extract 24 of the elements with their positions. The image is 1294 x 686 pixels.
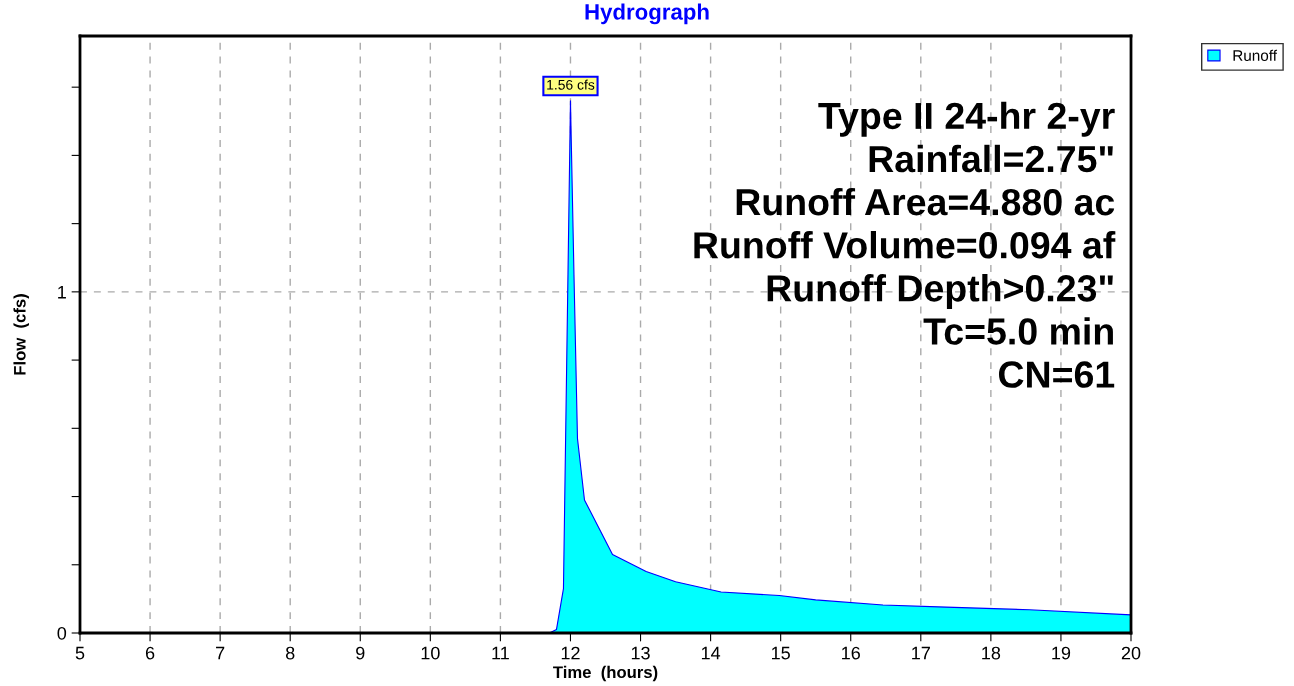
x-tick-label: 20 <box>1121 646 1141 660</box>
x-tick-label: 8 <box>285 646 295 660</box>
x-tick-label: 7 <box>216 646 225 660</box>
y-tick-label: 0 <box>57 626 67 640</box>
x-tick-label: 5 <box>75 646 85 660</box>
x-tick-label: 9 <box>356 646 365 660</box>
y-axis-title: Flow (cfs) <box>13 294 29 375</box>
x-tick-label: 12 <box>561 646 580 660</box>
x-tick-label: 15 <box>772 646 790 660</box>
x-axis-title: Time (hours) <box>553 665 658 682</box>
x-tick-label: 14 <box>701 646 721 660</box>
x-tick-label: 19 <box>1052 646 1071 660</box>
x-tick-label: 10 <box>421 646 440 660</box>
x-tick-label: 11 <box>492 646 509 660</box>
chart-title: Hydrograph <box>585 3 709 25</box>
x-tick-label: 16 <box>842 646 860 660</box>
x-tick-label: 6 <box>145 646 155 660</box>
x-tick-label: 17 <box>912 646 930 660</box>
y-tick-label: 1 <box>58 285 66 299</box>
legend-label: Runoff <box>1233 49 1278 61</box>
annotation: 1.56 cfs <box>547 79 595 90</box>
annotation: Type II 24-hr 2-yr Rainfall=2.75" Runoff Area=4.880 ac Runoff Volume=0.094 af Runoff Depth>0.23" Tc=5.0 min CN=61 <box>694 101 1116 388</box>
x-tick-label: 13 <box>631 646 650 660</box>
x-tick-label: 18 <box>982 646 1001 660</box>
